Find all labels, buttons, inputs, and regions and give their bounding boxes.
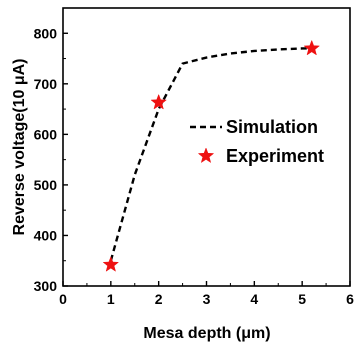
y-tick-label: 300 [34, 278, 58, 294]
y-tick-label: 800 [34, 25, 58, 41]
x-axis-title: Mesa depth (μm) [143, 325, 270, 342]
x-tick-label: 6 [346, 291, 354, 307]
simulation-line [109, 47, 312, 262]
x-tick-label: 1 [107, 291, 115, 307]
y-tick-label: 500 [34, 177, 58, 193]
y-axis-title: Reverse voltage(10 μA) [11, 59, 28, 236]
legend-simulation-label: Simulation [226, 117, 318, 137]
x-tick-label: 5 [298, 291, 306, 307]
x-tick-label: 4 [250, 291, 258, 307]
legend-experiment-swatch [197, 147, 215, 164]
legend: Simulation Experiment [190, 117, 324, 166]
experiment-point [150, 93, 167, 110]
x-tick-label: 0 [59, 291, 67, 307]
x-tick-label: 3 [203, 291, 211, 307]
x-axis: 0 1 2 3 4 5 6 [59, 281, 354, 307]
y-tick-label: 700 [34, 76, 58, 92]
series-layer [102, 39, 321, 272]
y-axis: 300 400 500 600 700 800 [34, 25, 68, 294]
x-tick-label: 2 [155, 291, 163, 307]
legend-experiment-label: Experiment [226, 146, 324, 166]
y-tick-label: 400 [34, 227, 58, 243]
y-tick-label: 600 [34, 126, 58, 142]
experiment-point [303, 39, 321, 56]
experiment-point [102, 256, 120, 272]
